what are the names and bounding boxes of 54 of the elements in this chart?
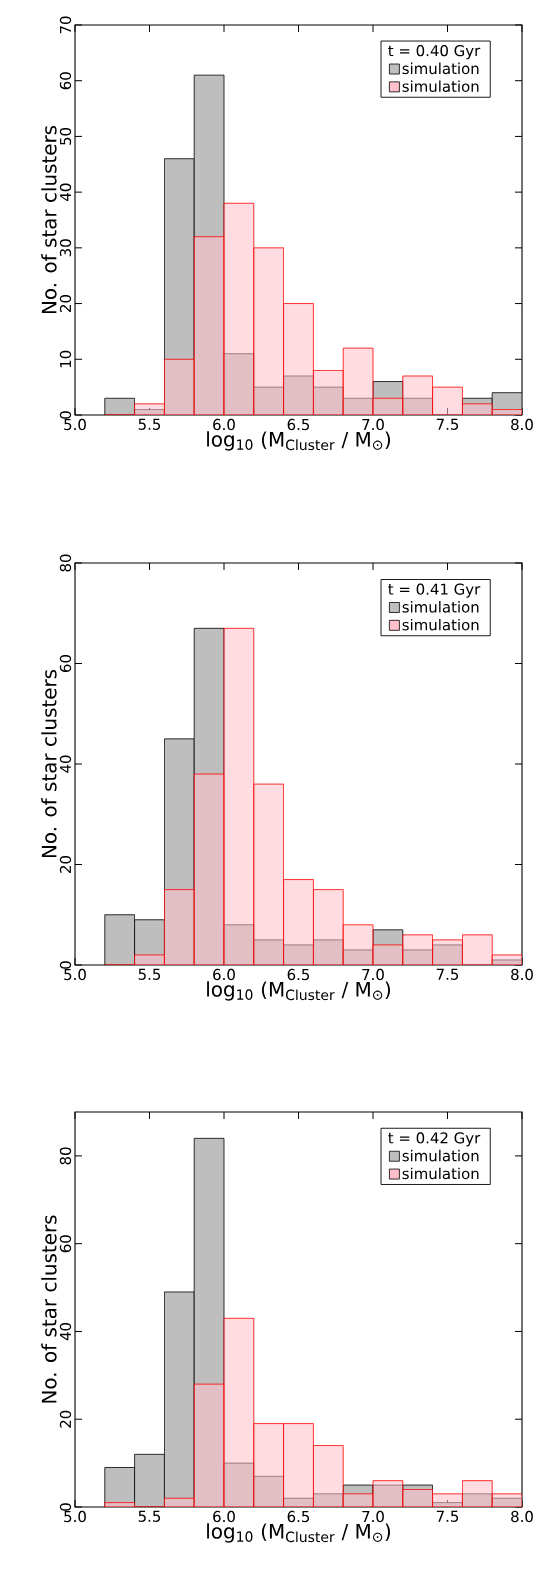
x-tick-label: 6.5 (287, 1510, 310, 1523)
x-tick-label: 7.5 (436, 968, 459, 980)
x-tick-label: 8.0 (511, 1510, 533, 1523)
x-axis-title: log$_{10}$ (M$_{Cluster}$ / M$_{⊙}$) (207, 981, 391, 1001)
y-tick-label: 0 (59, 411, 72, 419)
y-tick-label: 0 (59, 1503, 72, 1511)
x-tick-label: 5.0 (64, 418, 86, 431)
y-axis-title: No. of star clusters (41, 125, 57, 314)
y-axis-title: No. of star clusters (41, 669, 57, 858)
y-tick-label: 30 (59, 239, 72, 257)
y-tick-label: 60 (59, 1235, 72, 1253)
x-tick-label: 7.5 (436, 1510, 459, 1522)
y-axis-title: No. of star clusters (41, 1215, 57, 1403)
x-tick-label: 6.0 (213, 418, 235, 431)
legend-title: t = 0.41 Gyr (388, 583, 481, 598)
y-tick-label: 20 (59, 1410, 72, 1428)
legend-label: simulation (402, 1167, 479, 1180)
y-tick-label: 70 (59, 16, 72, 34)
x-tick-label: 8.0 (511, 968, 533, 981)
x-axis-title: log$_{10}$ (M$_{Cluster}$ / M$_{⊙}$) (207, 1523, 391, 1543)
y-tick-label: 40 (59, 755, 72, 773)
y-tick-label: 40 (59, 183, 72, 201)
x-tick-label: 5.5 (138, 968, 161, 980)
x-tick-label: 5.5 (138, 418, 161, 430)
x-tick-label: 7.0 (362, 1510, 384, 1523)
y-tick-label: 40 (59, 1322, 72, 1341)
y-tick-label: 20 (59, 295, 72, 312)
y-tick-label: 10 (59, 350, 72, 368)
y-tick-label: 80 (59, 554, 72, 572)
y-tick-label: 50 (59, 127, 72, 145)
y-tick-label: 60 (59, 72, 72, 90)
x-axis-title: log$_{10}$ (M$_{Cluster}$ / M$_{⊙}$) (207, 431, 391, 451)
x-tick-label: 6.0 (213, 1510, 235, 1523)
y-tick-label: 0 (59, 961, 72, 969)
legend-title: t = 0.40 Gyr (388, 45, 481, 60)
x-tick-label: 5.0 (64, 1510, 86, 1523)
x-tick-label: 8.0 (511, 418, 533, 431)
legend-label: simulation (402, 1149, 479, 1162)
y-tick-label: 80 (59, 1147, 72, 1165)
x-tick-label: 6.5 (287, 418, 310, 431)
legend-label: simulation (402, 618, 479, 631)
legend-label: simulation (402, 601, 479, 613)
x-tick-label: 5.5 (138, 1510, 161, 1522)
legend-title: t = 0.42 Gyr (388, 1132, 481, 1147)
x-tick-label: 7.0 (362, 418, 384, 431)
x-tick-label: 7.0 (362, 968, 384, 981)
x-tick-label: 6.5 (287, 968, 310, 981)
x-tick-label: 5.0 (64, 968, 86, 981)
x-tick-label: 6.0 (213, 968, 235, 981)
y-tick-label: 60 (59, 654, 72, 672)
legend-label: simulation (402, 62, 479, 75)
x-tick-label: 7.5 (436, 418, 459, 430)
legend-label: simulation (402, 80, 479, 92)
y-tick-label: 20 (59, 855, 72, 873)
